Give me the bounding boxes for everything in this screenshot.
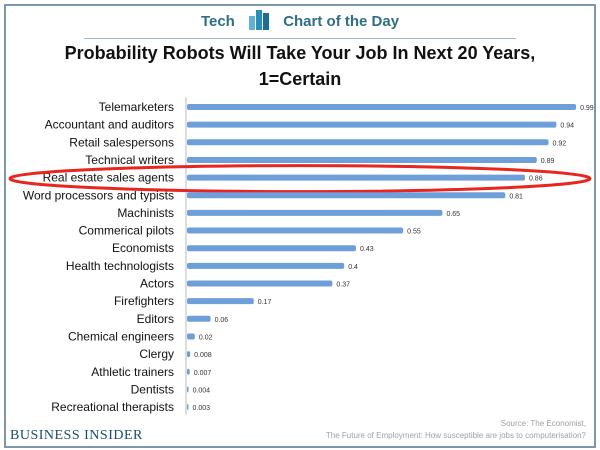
data-label: 0.003 bbox=[193, 405, 211, 412]
brand-tech: Tech bbox=[200, 12, 235, 30]
data-label: 0.94 bbox=[560, 123, 574, 130]
highlight-ellipse bbox=[8, 164, 592, 194]
category-label: Commerical pilots bbox=[79, 224, 174, 238]
data-label: 0.81 bbox=[509, 193, 523, 200]
data-label: 0.65 bbox=[446, 211, 460, 218]
data-label: 0.92 bbox=[553, 140, 567, 147]
bar bbox=[187, 333, 195, 340]
category-label: Word processors and typists bbox=[23, 188, 174, 202]
bar bbox=[187, 262, 345, 269]
category-label: Machinists bbox=[117, 206, 174, 220]
data-label: 0.02 bbox=[199, 334, 213, 341]
data-label: 0.99 bbox=[580, 105, 594, 112]
bar bbox=[187, 245, 356, 252]
data-label: 0.007 bbox=[194, 370, 212, 377]
data-label: 0.37 bbox=[336, 282, 350, 289]
business-insider-logo: BUSINESS INSIDER bbox=[10, 428, 143, 443]
brand-chart-of-the-day: Chart of the Day bbox=[283, 12, 400, 30]
bar bbox=[187, 139, 549, 146]
data-label: 0.89 bbox=[541, 158, 555, 165]
category-label: Actors bbox=[140, 277, 174, 291]
source-note: Source: The Economist, The Future of Emp… bbox=[326, 418, 586, 442]
category-label: Chemical engineers bbox=[68, 329, 174, 343]
data-label: 0.008 bbox=[194, 352, 212, 359]
bar bbox=[187, 156, 537, 163]
category-label: Telemarketers bbox=[99, 100, 174, 114]
bar bbox=[187, 174, 525, 181]
data-label: 0.17 bbox=[258, 299, 272, 306]
bar bbox=[187, 386, 189, 393]
bar bbox=[187, 104, 577, 110]
category-label: Economists bbox=[112, 241, 174, 255]
bar bbox=[187, 209, 443, 216]
bar-chart-icon bbox=[249, 10, 270, 34]
brand-header: Tech Chart of the Day bbox=[0, 10, 600, 34]
bar bbox=[187, 368, 190, 375]
chart-title: Probability Robots Will Take Your Job In… bbox=[64, 43, 536, 89]
category-label: Athletic trainers bbox=[91, 365, 174, 379]
category-label: Accountant and auditors bbox=[45, 118, 174, 132]
bar bbox=[187, 404, 189, 411]
category-label: Health technologists bbox=[66, 259, 174, 273]
source-line-2: The Future of Employment: How susceptibl… bbox=[325, 431, 586, 440]
data-label: 0.004 bbox=[193, 387, 211, 394]
category-label: Dentists bbox=[131, 382, 174, 396]
bar bbox=[187, 298, 254, 305]
data-label: 0.55 bbox=[407, 229, 421, 236]
data-label: 0.86 bbox=[529, 176, 543, 183]
bar bbox=[187, 280, 333, 287]
bar bbox=[187, 192, 506, 199]
data-label: 0.43 bbox=[360, 246, 374, 253]
source-line-1: Source: The Economist, bbox=[500, 419, 586, 428]
category-label: Recreational therapists bbox=[51, 400, 174, 414]
bar bbox=[187, 315, 211, 322]
chart-frame bbox=[4, 4, 596, 448]
category-label: Clergy bbox=[139, 347, 174, 361]
category-label: Editors bbox=[137, 312, 174, 326]
data-label: 0.4 bbox=[348, 264, 358, 271]
header-divider bbox=[84, 38, 516, 39]
category-label: Firefighters bbox=[114, 294, 174, 308]
bar bbox=[187, 351, 191, 358]
category-label: Retail salespersons bbox=[69, 135, 174, 149]
data-label: 0.06 bbox=[215, 317, 229, 324]
bar bbox=[187, 121, 557, 128]
category-label: Technical writers bbox=[85, 153, 174, 167]
category-label: Real estate sales agents bbox=[43, 171, 174, 185]
bar bbox=[187, 227, 404, 234]
